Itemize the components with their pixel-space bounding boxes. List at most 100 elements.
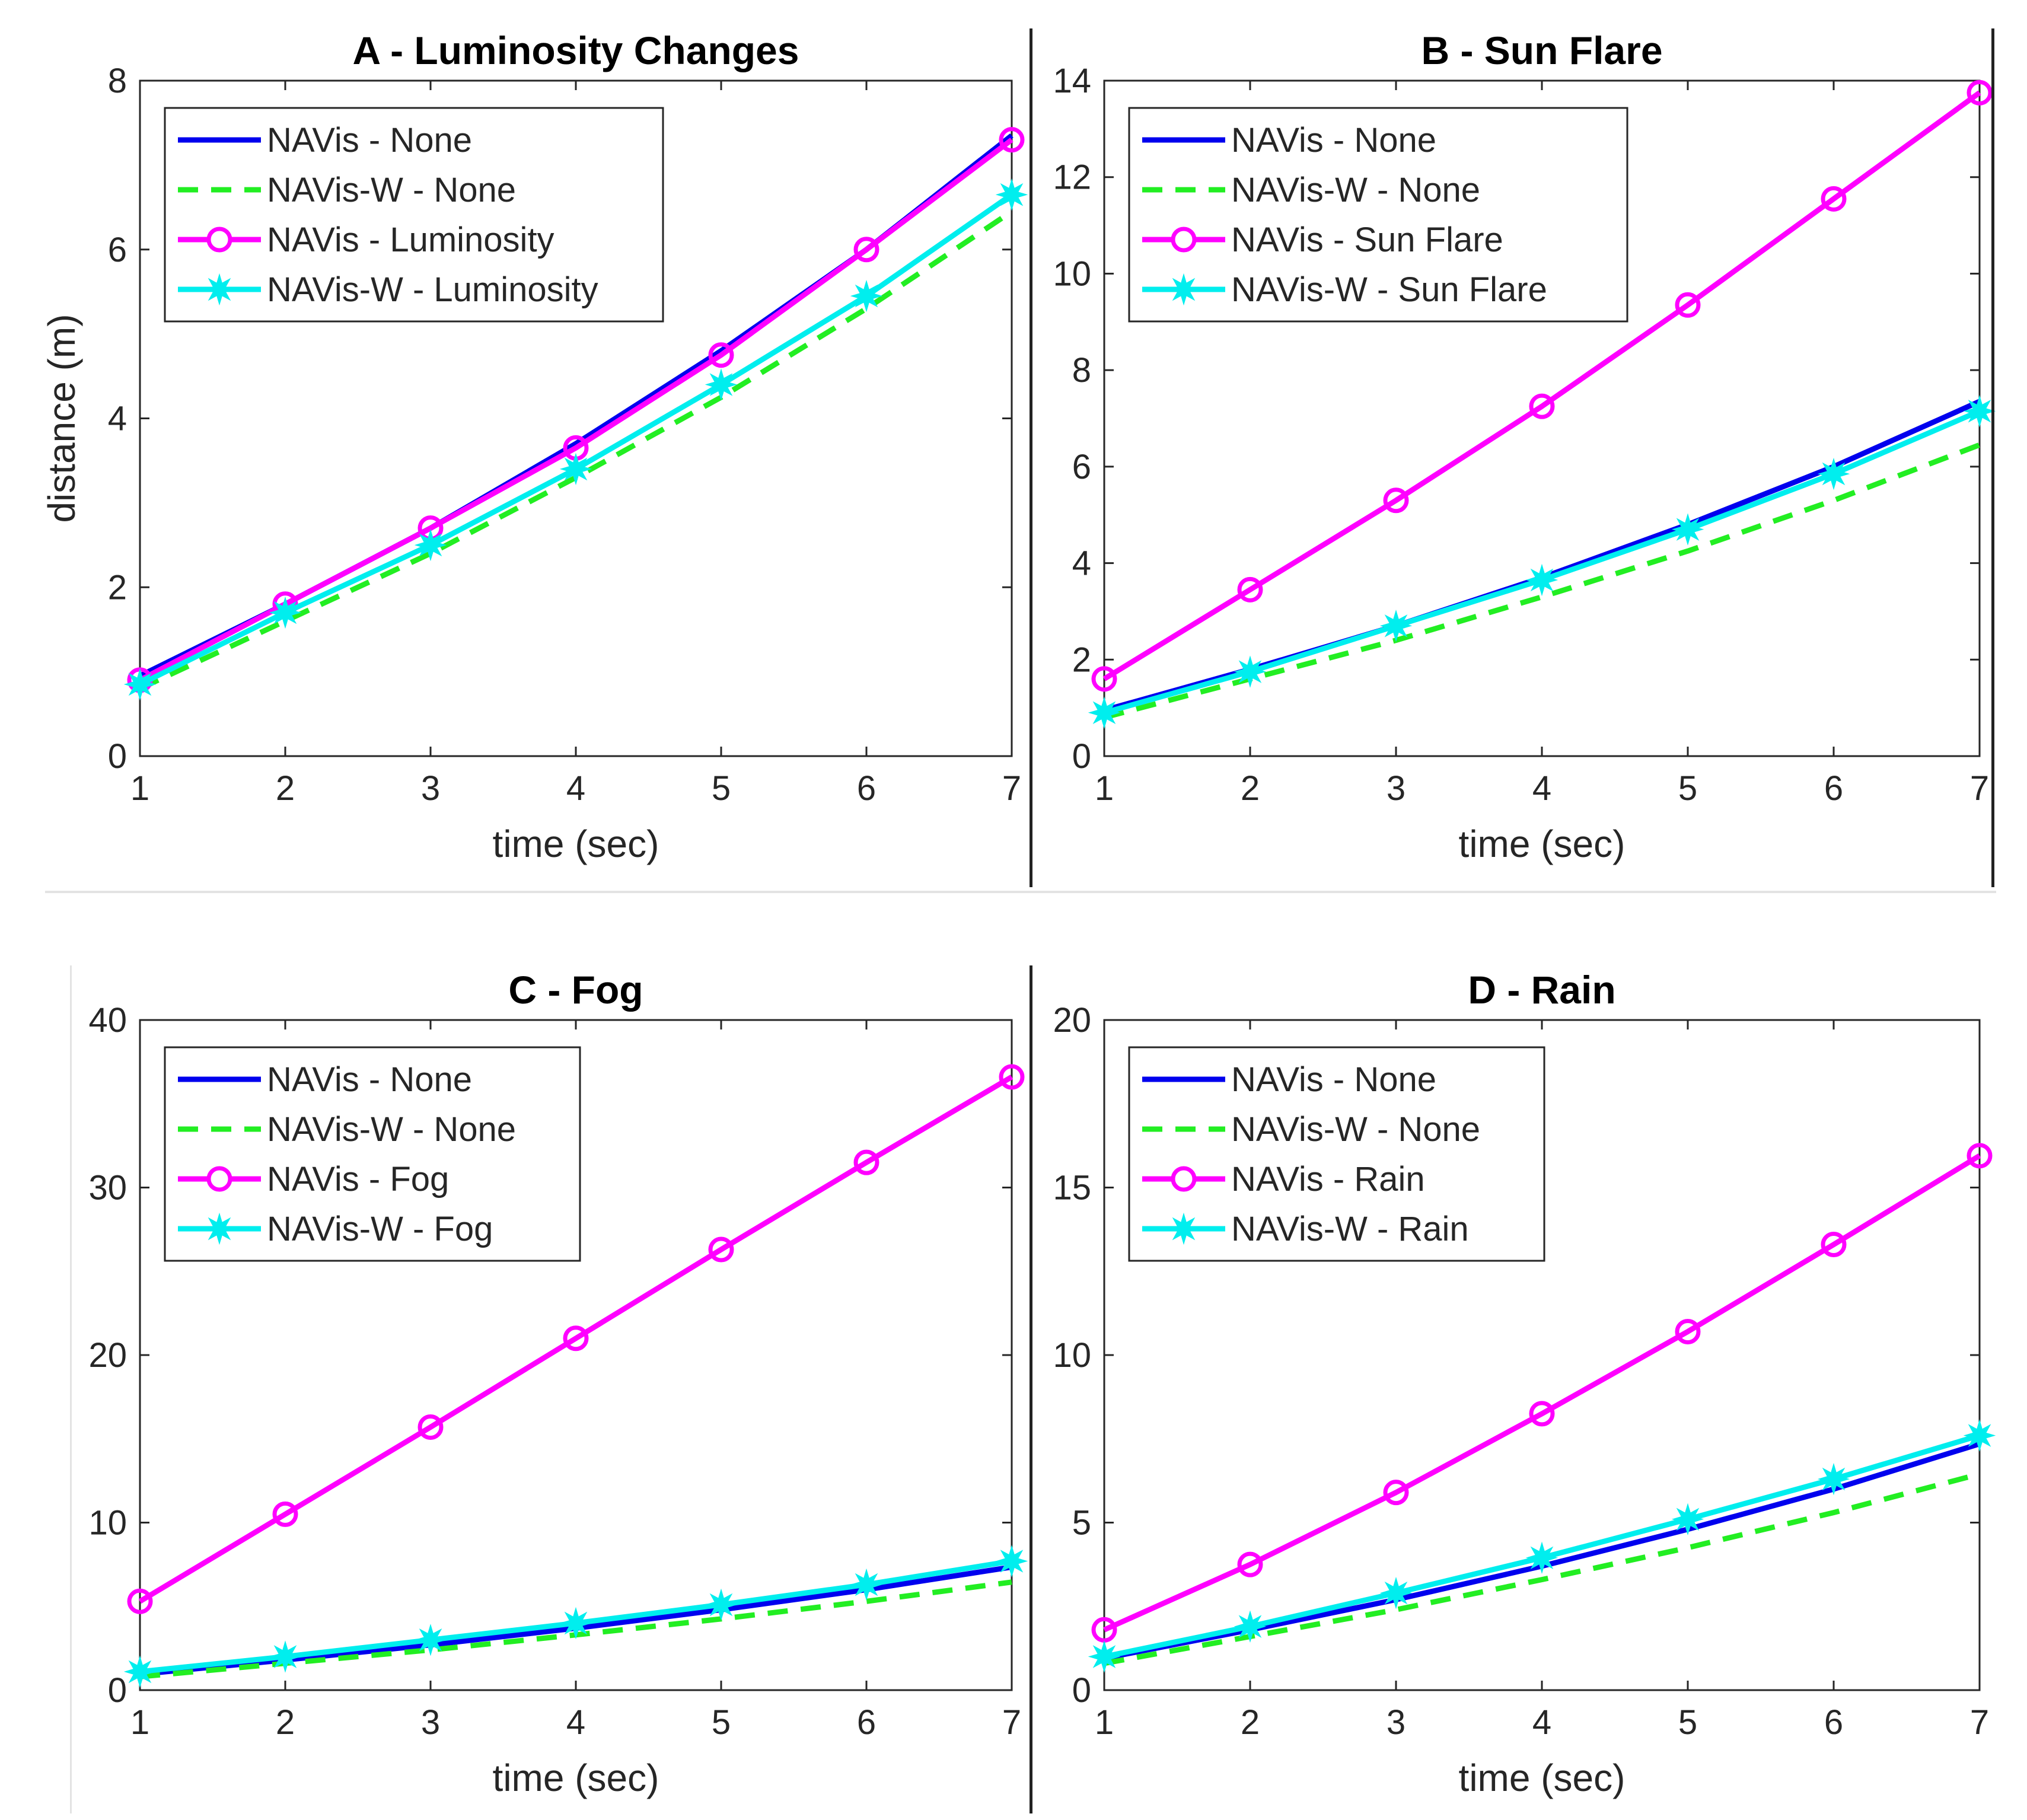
x-tick-label: 4	[566, 1703, 585, 1742]
x-tick-label: 2	[276, 769, 295, 808]
y-tick-label: 20	[88, 1336, 127, 1375]
legend-label: NAVis-W - Rain	[1231, 1210, 1469, 1248]
legend-label: NAVis-W - Sun Flare	[1231, 270, 1547, 309]
x-tick-label: 7	[1002, 1703, 1021, 1742]
data-point-star	[1525, 563, 1559, 597]
divider-bottom-vertical	[1030, 965, 1032, 1813]
series-line-3	[1102, 90, 1981, 681]
legend-label: NAVis-W - None	[1231, 1110, 1480, 1149]
data-point-star	[1379, 610, 1413, 642]
x-tick-label: 7	[1002, 769, 1021, 808]
legend-box	[1128, 107, 1628, 323]
data-point-circle	[1967, 79, 1993, 106]
legend-marker-circle	[1171, 1166, 1197, 1192]
legend-label: NAVis-W - None	[267, 1110, 516, 1149]
y-axis-label: distance (m)	[40, 314, 83, 522]
legend-label: NAVis-W - Fog	[267, 1210, 493, 1248]
data-point-circle	[1967, 1143, 1993, 1169]
data-point-star	[1525, 1541, 1559, 1574]
data-point-star	[1234, 1610, 1267, 1643]
data-point-circle	[1821, 1232, 1847, 1258]
data-point-circle	[563, 1325, 589, 1352]
legend-marker-star	[203, 273, 236, 306]
x-tick-label: 3	[1387, 1703, 1405, 1742]
data-point-circle	[1237, 576, 1263, 603]
legend-marker-circle	[206, 227, 232, 253]
data-point-circle	[1383, 1480, 1409, 1506]
divider-right-edge	[1991, 28, 1994, 887]
data-point-star	[1963, 395, 1996, 428]
y-tick-label: 6	[1072, 448, 1091, 486]
data-point-circle	[999, 1064, 1025, 1090]
legend-label: NAVis-W - None	[1231, 171, 1480, 209]
x-tick-label: 5	[1678, 1703, 1697, 1742]
data-point-circle	[1091, 666, 1117, 692]
data-point-star	[705, 1588, 738, 1621]
data-point-star	[414, 1624, 447, 1656]
x-axis-label: time (sec)	[1459, 1757, 1626, 1799]
y-tick-label: 0	[108, 1671, 127, 1710]
y-tick-label: 15	[1053, 1169, 1091, 1207]
data-point-circle	[708, 1236, 734, 1263]
data-point-star	[850, 1568, 883, 1601]
data-point-star	[995, 178, 1028, 211]
legend-label: NAVis - Fog	[267, 1160, 449, 1199]
y-tick-label: 8	[108, 62, 127, 100]
series-line-3	[138, 1075, 1014, 1604]
legend: NAVis - None NAVis-W - None NAVis - Rain NA…	[1128, 1046, 1545, 1262]
legend-marker-star	[1167, 1212, 1200, 1245]
x-tick-label: 1	[130, 769, 149, 808]
y-tick-label: 8	[1072, 351, 1091, 390]
x-tick-label: 5	[712, 769, 731, 808]
data-point-star	[1963, 1419, 1996, 1452]
x-tick-label: 6	[1824, 769, 1843, 808]
data-point-circle	[853, 237, 879, 263]
x-tick-label: 7	[1970, 769, 1989, 808]
x-axis-label: time (sec)	[493, 1757, 659, 1799]
x-tick-label: 7	[1970, 1703, 1989, 1742]
y-tick-label: 14	[1053, 62, 1091, 100]
y-tick-label: 0	[108, 737, 127, 776]
x-tick-label: 2	[1241, 769, 1260, 808]
y-tick-label: 20	[1053, 1001, 1091, 1040]
legend-box	[1128, 1046, 1545, 1262]
data-point-circle	[417, 1414, 444, 1440]
x-tick-label: 4	[566, 769, 585, 808]
data-point-star	[850, 279, 883, 313]
y-tick-label: 10	[1053, 1336, 1091, 1375]
data-point-star	[705, 368, 738, 401]
x-tick-label: 5	[1678, 769, 1697, 808]
legend-marker-circle	[206, 1166, 232, 1192]
data-point-circle	[1529, 1401, 1555, 1427]
y-tick-label: 6	[108, 231, 127, 269]
y-tick-label: 0	[1072, 737, 1091, 776]
panel-c: 0 10 20 30 40 1 2 3 4 5 6 7 C - Fog time (sec) NAVis -…	[88, 968, 1028, 1799]
chart-title: D - Rain	[1468, 968, 1615, 1012]
data-point-star	[414, 528, 447, 562]
data-point-star	[1671, 1503, 1704, 1536]
chart-title: A - Luminosity Changes	[353, 28, 799, 72]
legend-box	[164, 107, 664, 323]
data-point-circle	[272, 1501, 298, 1527]
data-point-star	[995, 1545, 1028, 1577]
legend-label: NAVis - Sun Flare	[1231, 221, 1503, 259]
y-tick-label: 4	[108, 400, 127, 438]
series-line-3	[1103, 1153, 1981, 1633]
data-point-circle	[1675, 1318, 1701, 1344]
y-tick-label: 2	[1072, 640, 1091, 679]
panel-a: 0 2 4 6 8 1 2 3 4 5 6 7 A - Luminosity Changes time (…	[40, 28, 1028, 865]
y-tick-label: 2	[108, 568, 127, 607]
data-point-star	[1088, 1640, 1121, 1673]
legend-label: NAVis - None	[1231, 121, 1436, 160]
legend-label: NAVis - Rain	[1231, 1160, 1425, 1199]
divider-left-edge-bottom	[70, 965, 72, 1813]
x-tick-label: 4	[1532, 1703, 1551, 1742]
x-axis-label: time (sec)	[1459, 823, 1626, 865]
legend-label: NAVis-W - Luminosity	[267, 270, 598, 309]
data-point-circle	[999, 127, 1025, 153]
y-tick-label: 40	[88, 1001, 127, 1040]
data-point-circle	[1383, 487, 1409, 514]
data-point-star	[1379, 1576, 1413, 1609]
x-tick-label: 3	[421, 1703, 440, 1742]
legend: NAVis - None NAVis-W - None NAVis - Fog NAV…	[164, 1046, 581, 1262]
